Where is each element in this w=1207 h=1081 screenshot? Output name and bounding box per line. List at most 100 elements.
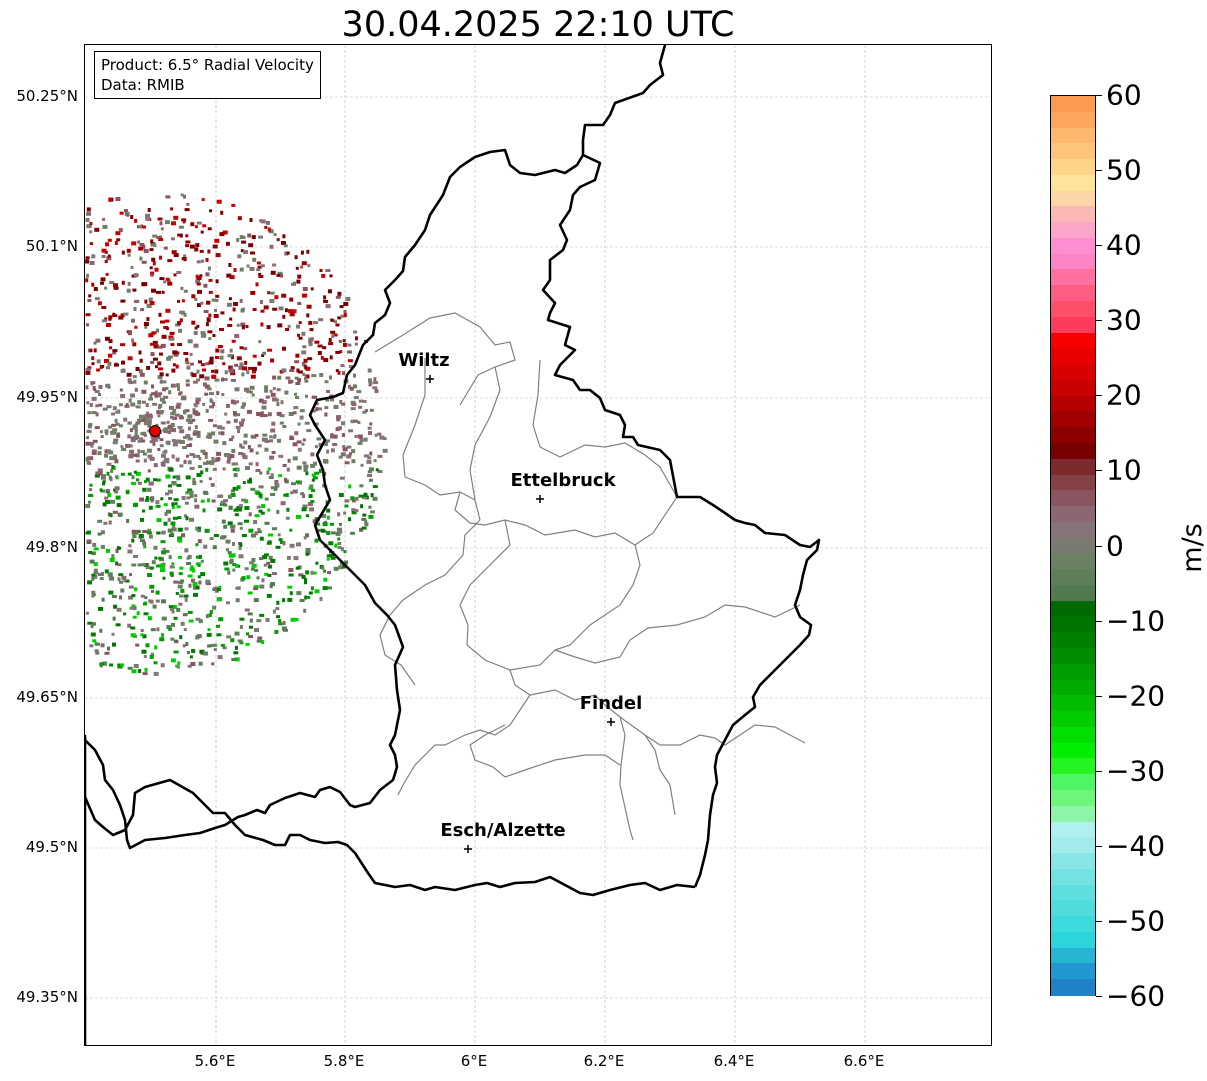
radar-echo-pixel bbox=[261, 400, 267, 405]
radar-echo-pixel bbox=[203, 310, 209, 313]
radar-echo-pixel bbox=[152, 442, 156, 446]
radar-echo-pixel bbox=[367, 474, 372, 478]
radar-echo-pixel bbox=[98, 573, 103, 576]
radar-echo-pixel bbox=[151, 384, 154, 389]
radar-echo-pixel bbox=[269, 291, 275, 295]
radar-echo-pixel bbox=[312, 519, 316, 524]
radar-echo-pixel bbox=[136, 478, 139, 482]
radar-echo-pixel bbox=[86, 273, 89, 278]
radar-echo-pixel bbox=[128, 454, 134, 459]
radar-echo-pixel bbox=[331, 334, 335, 339]
radar-echo-pixel bbox=[258, 272, 262, 276]
radar-echo-pixel bbox=[196, 369, 200, 374]
radar-echo-pixel bbox=[294, 255, 298, 260]
lon-label: 5.8°E bbox=[323, 1052, 365, 1070]
colorbar-segment bbox=[1051, 821, 1095, 838]
radar-echo-pixel bbox=[278, 306, 284, 311]
radar-echo-pixel bbox=[340, 452, 346, 457]
radar-echo-pixel bbox=[184, 501, 189, 505]
radar-echo-pixel bbox=[185, 418, 191, 422]
radar-echo-pixel bbox=[184, 548, 189, 553]
radar-echo-pixel bbox=[237, 522, 243, 526]
radar-echo-pixel bbox=[179, 594, 183, 598]
radar-echo-pixel bbox=[185, 357, 189, 361]
radar-echo-pixel bbox=[111, 423, 117, 427]
radar-echo-pixel bbox=[161, 550, 167, 555]
map-title: 30.04.2025 22:10 UTC bbox=[341, 5, 735, 45]
radar-echo-pixel bbox=[114, 475, 118, 479]
lat-label: 49.8°N bbox=[25, 538, 78, 556]
radar-echo-pixel bbox=[333, 333, 338, 337]
radar-echo-pixel bbox=[205, 614, 209, 619]
radar-echo-pixel bbox=[335, 427, 340, 432]
radar-echo-pixel bbox=[157, 448, 161, 451]
radar-echo-pixel bbox=[168, 484, 172, 488]
radar-echo-pixel bbox=[175, 475, 181, 479]
radar-echo-pixel bbox=[277, 323, 283, 328]
radar-echo-pixel bbox=[360, 463, 364, 467]
radar-echo-pixel bbox=[153, 243, 157, 248]
radar-echo-pixel bbox=[370, 510, 375, 514]
radar-echo-pixel bbox=[235, 586, 241, 590]
radar-echo-pixel bbox=[239, 298, 243, 303]
radar-echo-pixel bbox=[120, 299, 126, 303]
radar-echo-pixel bbox=[156, 478, 161, 482]
radar-echo-pixel bbox=[215, 356, 219, 359]
radar-echo-pixel bbox=[351, 403, 357, 407]
radar-echo-pixel bbox=[184, 613, 188, 617]
radar-echo-pixel bbox=[111, 595, 117, 598]
colorbar-segment bbox=[1051, 159, 1095, 176]
radar-echo-pixel bbox=[95, 642, 100, 646]
radar-echo-pixel bbox=[264, 447, 269, 452]
radar-echo-pixel bbox=[109, 663, 114, 667]
radar-echo-pixel bbox=[165, 386, 169, 390]
radar-echo-pixel bbox=[100, 476, 106, 480]
radar-echo-pixel bbox=[269, 435, 273, 439]
radar-echo-pixel bbox=[160, 421, 166, 425]
radar-echo-pixel bbox=[108, 520, 112, 525]
radar-echo-pixel bbox=[163, 395, 169, 399]
radar-echo-pixel bbox=[181, 533, 185, 537]
radar-echo-pixel bbox=[200, 572, 206, 577]
radar-echo-pixel bbox=[250, 567, 255, 571]
radar-echo-pixel bbox=[112, 314, 118, 318]
radar-echo-pixel bbox=[289, 591, 293, 596]
radar-echo-pixel bbox=[224, 567, 230, 571]
radar-echo-pixel bbox=[288, 573, 294, 577]
radar-echo-pixel bbox=[101, 306, 107, 309]
radar-echo-pixel bbox=[146, 365, 151, 370]
radar-echo-pixel bbox=[264, 572, 269, 576]
radar-echo-pixel bbox=[234, 387, 240, 392]
radar-echo-pixel bbox=[154, 438, 159, 442]
radar-echo-pixel bbox=[296, 440, 302, 444]
radar-echo-pixel bbox=[151, 257, 156, 262]
radar-echo-pixel bbox=[344, 560, 349, 565]
radar-echo-pixel bbox=[188, 490, 194, 495]
radar-echo-pixel bbox=[232, 468, 237, 471]
radar-echo-pixel bbox=[162, 387, 167, 392]
radar-echo-pixel bbox=[260, 511, 265, 515]
radar-echo-pixel bbox=[185, 475, 191, 480]
radar-echo-pixel bbox=[145, 403, 149, 408]
colorbar-segment bbox=[1051, 427, 1095, 444]
radar-echo-pixel bbox=[107, 449, 112, 454]
radar-echo-pixel bbox=[301, 331, 306, 336]
radar-echo-pixel bbox=[112, 351, 117, 355]
radar-echo-pixel bbox=[125, 579, 130, 583]
radar-echo-pixel bbox=[172, 481, 177, 486]
radar-echo-pixel bbox=[234, 467, 240, 472]
radar-echo-pixel bbox=[208, 477, 212, 481]
radar-echo-pixel bbox=[144, 499, 149, 502]
radar-echo-pixel bbox=[339, 522, 342, 526]
radar-echo-pixel bbox=[258, 493, 263, 498]
radar-echo-pixel bbox=[155, 500, 160, 505]
radar-echo-pixel bbox=[131, 563, 137, 567]
radar-echo-pixel bbox=[119, 211, 124, 215]
radar-echo-pixel bbox=[130, 265, 134, 269]
radar-echo-pixel bbox=[118, 315, 124, 320]
radar-echo-pixel bbox=[315, 407, 319, 412]
radar-echo-pixel bbox=[197, 289, 202, 294]
colorbar-unit-label: m/s bbox=[1177, 523, 1207, 573]
radar-echo-pixel bbox=[302, 504, 308, 509]
radar-echo-pixel bbox=[299, 599, 305, 602]
